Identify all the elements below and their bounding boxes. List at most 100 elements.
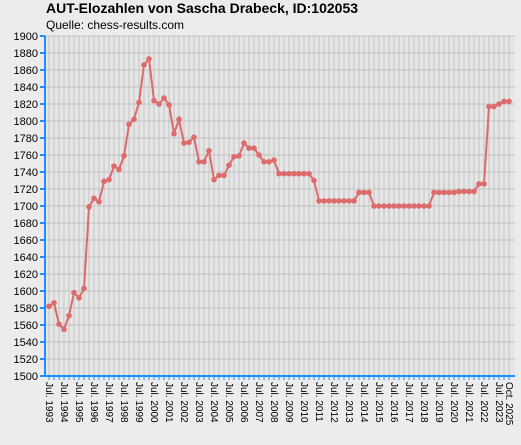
point — [96, 198, 102, 205]
x-tick-label: Jul. 2009 — [283, 382, 294, 423]
point — [431, 189, 437, 196]
x-tick-label: Jul. 2004 — [208, 382, 219, 423]
point — [341, 198, 347, 204]
y-tick-label: 1860 — [14, 65, 38, 77]
x-tick-label: Jul. 2015 — [373, 382, 384, 423]
x-tick-label: Jul. 2017 — [403, 382, 414, 423]
point — [141, 62, 147, 68]
point — [81, 285, 87, 292]
x-tick-label: Jul. 2018 — [418, 382, 429, 423]
y-tick-label: 1660 — [14, 235, 38, 247]
point — [231, 153, 237, 160]
point — [441, 189, 447, 196]
point — [501, 98, 507, 105]
x-tick-label: Jul. 2007 — [253, 382, 264, 423]
point — [326, 198, 332, 204]
y-tick-label: 1540 — [14, 337, 38, 349]
point — [436, 189, 442, 196]
y-tick-label: 1720 — [14, 184, 38, 196]
point — [111, 163, 117, 169]
point — [461, 188, 467, 195]
x-tick-label: Jul. 1996 — [88, 382, 99, 423]
point — [211, 176, 217, 183]
point — [296, 170, 302, 177]
point — [126, 121, 132, 128]
point — [411, 203, 417, 209]
point — [101, 178, 107, 185]
point — [131, 116, 137, 123]
point — [196, 159, 202, 165]
y-tick-label: 1820 — [14, 99, 38, 111]
x-tick-label: Jul. 1998 — [118, 382, 129, 423]
point — [496, 101, 502, 107]
point — [466, 188, 472, 195]
point — [256, 152, 262, 158]
point — [416, 203, 422, 209]
point — [316, 198, 322, 204]
x-tick-label: Jul. 2013 — [343, 382, 354, 423]
y-tick-label: 1580 — [14, 303, 38, 315]
point — [66, 312, 72, 319]
point — [191, 134, 197, 140]
point — [46, 303, 52, 310]
point — [146, 56, 152, 62]
chart-title: AUT-Elozahlen von Sascha Drabeck, ID:102… — [46, 0, 358, 16]
point — [311, 177, 317, 184]
point — [261, 159, 267, 165]
x-tick-label: Jul. 1995 — [73, 382, 84, 423]
point — [376, 203, 382, 209]
x-tick-label: Oct. 2025 — [503, 382, 514, 426]
y-tick-label: 1620 — [14, 269, 38, 281]
point — [506, 98, 512, 105]
point — [396, 203, 402, 209]
point — [321, 198, 327, 204]
point — [236, 153, 242, 159]
point — [491, 103, 497, 110]
point — [361, 189, 367, 196]
point — [456, 188, 462, 195]
point — [176, 116, 182, 123]
x-tick-label: Jul. 2008 — [268, 382, 279, 423]
point — [136, 99, 142, 106]
point — [216, 172, 222, 179]
point — [486, 103, 492, 110]
x-tick-label: Jul. 2010 — [298, 382, 309, 423]
x-tick-label: Jul. 2023 — [493, 382, 504, 423]
x-tick-label: Jul. 2002 — [178, 382, 189, 423]
point — [106, 176, 112, 183]
x-tick-label: Jul. 1999 — [133, 382, 144, 423]
point — [301, 170, 307, 177]
point — [406, 203, 412, 209]
point — [181, 140, 187, 146]
point — [391, 203, 397, 209]
point — [386, 203, 392, 209]
x-tick-label: Jul. 2021 — [463, 382, 474, 423]
x-tick-label: Jul. 2019 — [433, 382, 444, 423]
y-tick-label: 1560 — [14, 320, 38, 332]
x-tick-label: Jul. 2001 — [163, 382, 174, 423]
point — [91, 195, 97, 202]
point — [221, 172, 227, 179]
point — [371, 203, 377, 209]
point — [241, 140, 247, 146]
point — [306, 170, 312, 177]
point — [276, 170, 282, 177]
y-tick-label: 1680 — [14, 218, 38, 230]
point — [201, 159, 207, 165]
x-tick-label: Jul. 2006 — [238, 382, 249, 423]
point — [471, 188, 477, 195]
y-tick-label: 1700 — [14, 201, 38, 213]
point — [246, 145, 252, 151]
point — [331, 198, 337, 204]
point — [421, 203, 427, 209]
point — [76, 295, 82, 301]
point — [166, 102, 172, 108]
y-tick-label: 1600 — [14, 286, 38, 298]
point — [71, 289, 77, 296]
x-tick-label: Jul. 1997 — [103, 382, 114, 423]
point — [156, 101, 162, 107]
y-tick-label: 1520 — [14, 354, 38, 366]
point — [226, 162, 232, 168]
point — [286, 170, 292, 177]
point — [356, 189, 362, 196]
